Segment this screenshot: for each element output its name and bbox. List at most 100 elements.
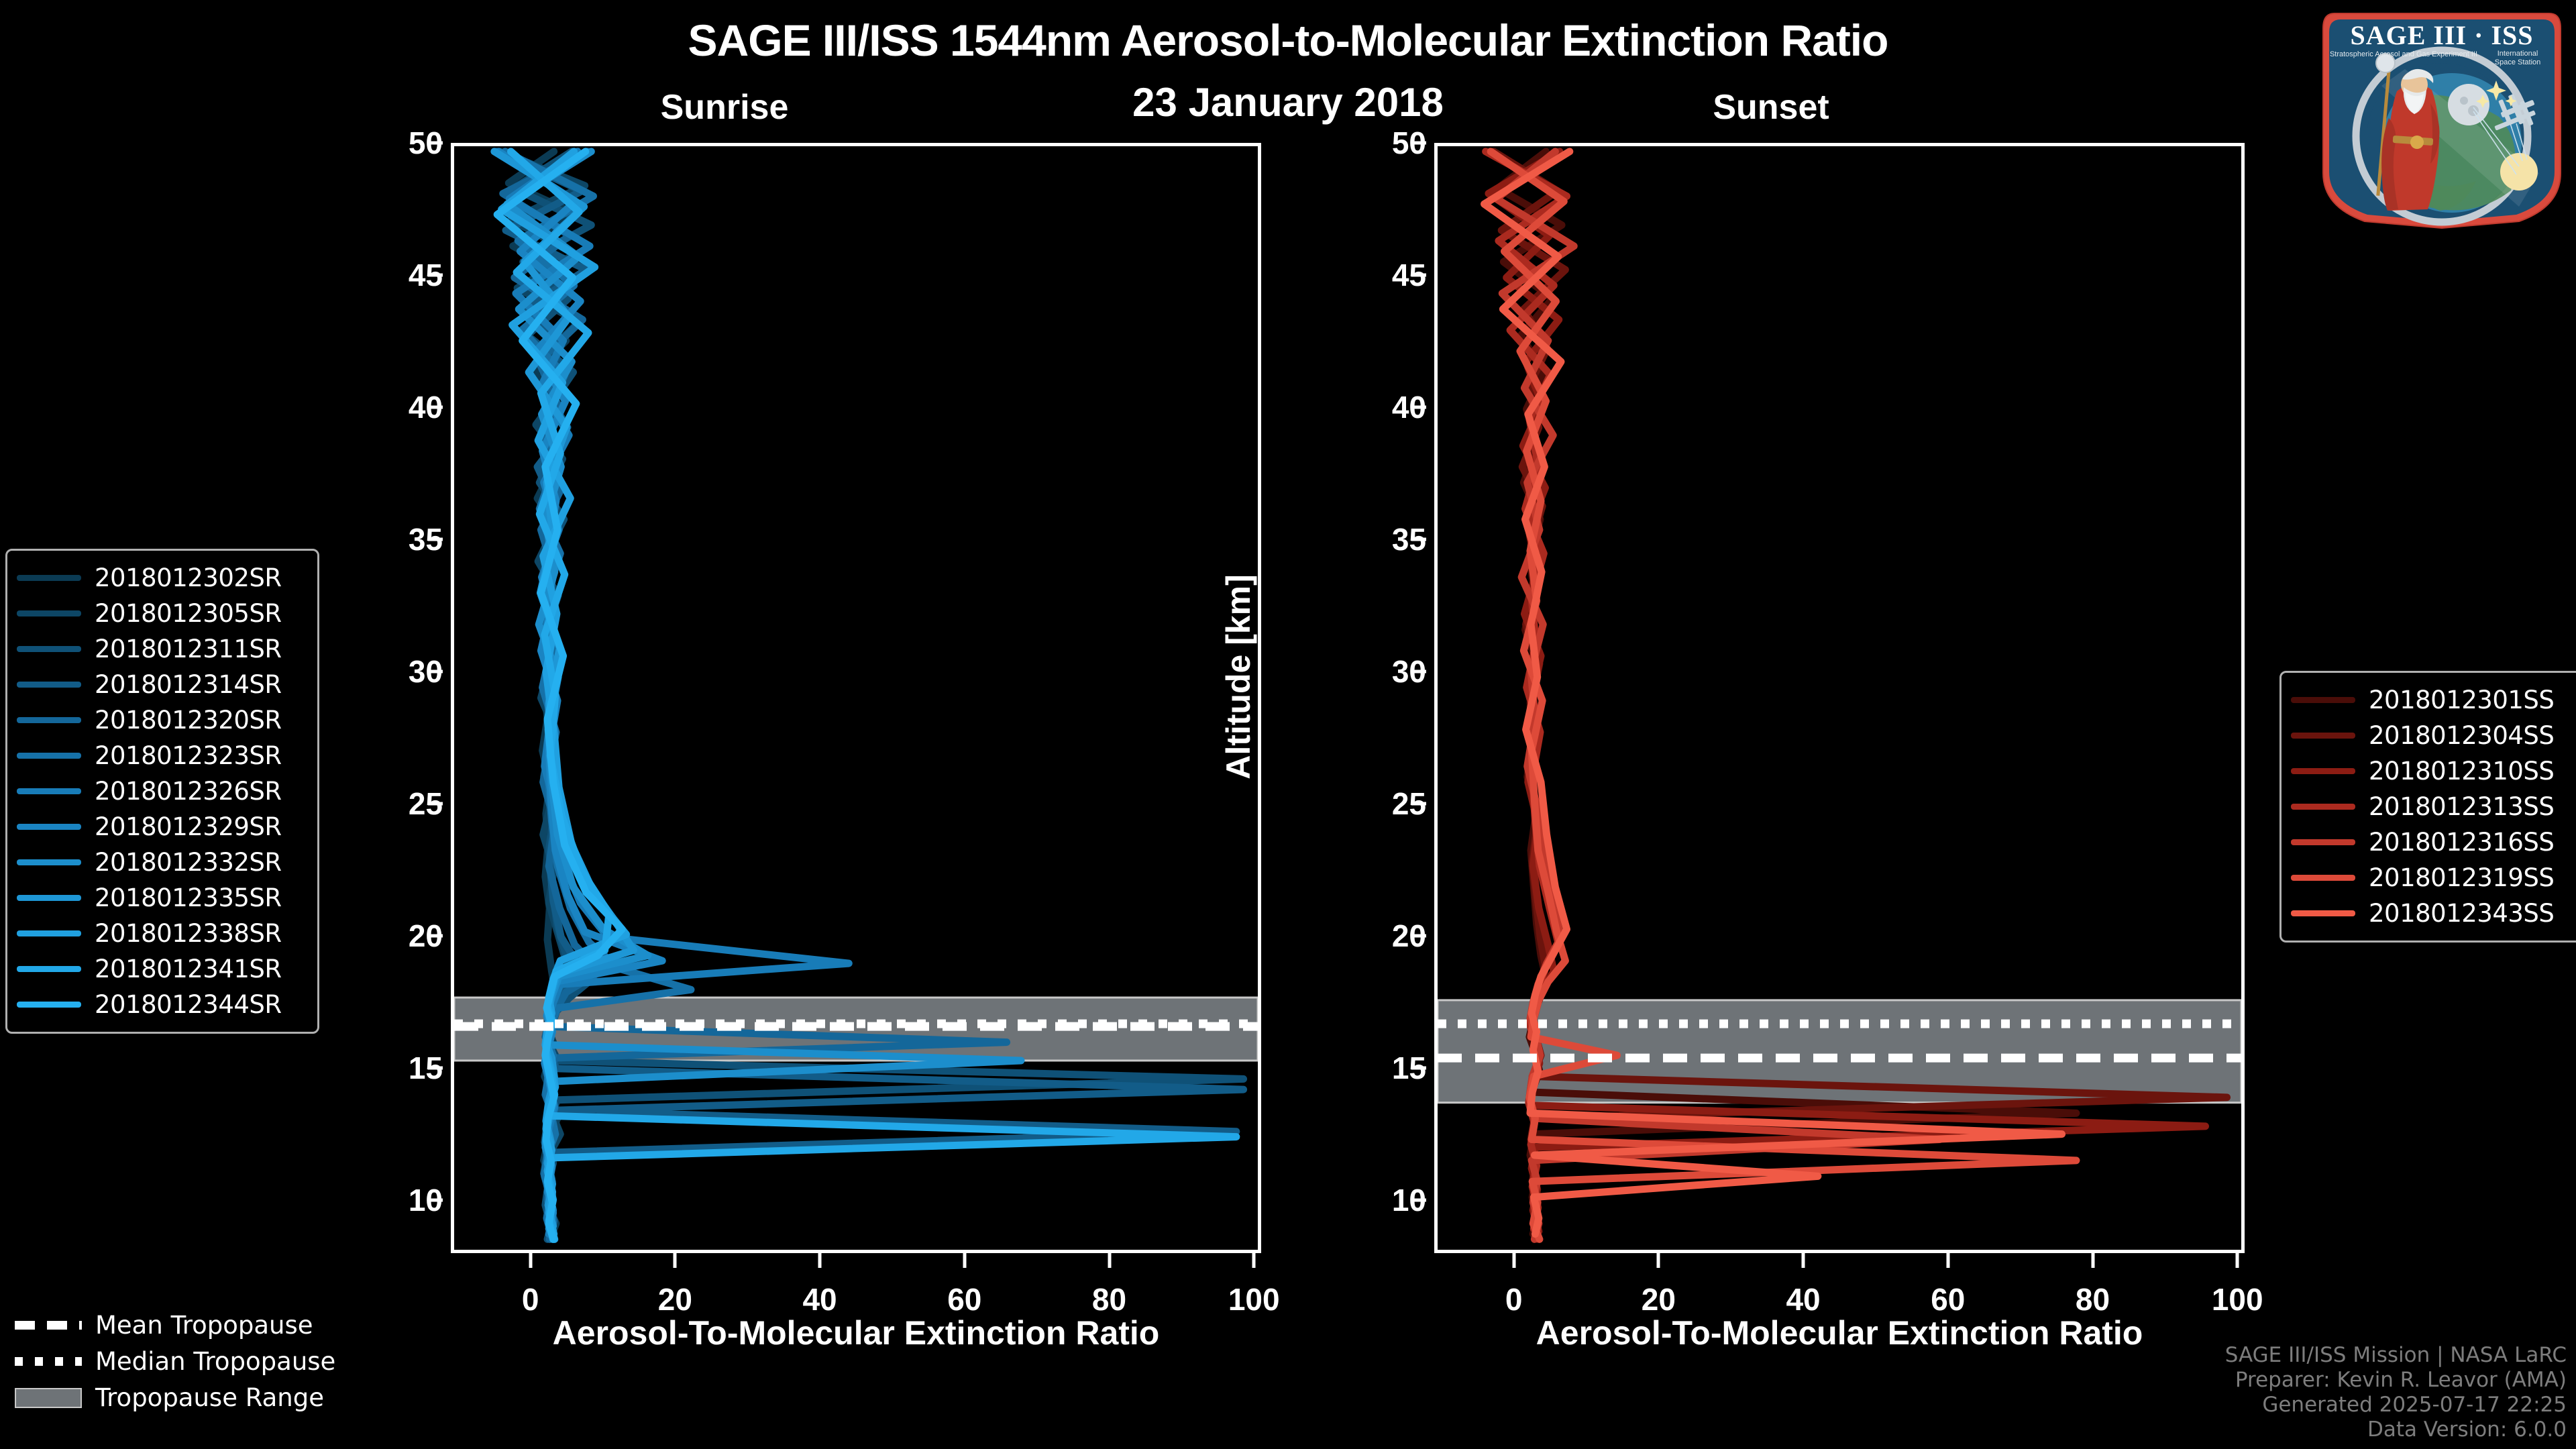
tropopause-legend: Mean Tropopause Median Tropopause Tropop… xyxy=(15,1307,335,1415)
legend-color-swatch xyxy=(17,753,81,759)
legend-item-2018012329SR[interactable]: 2018012329SR xyxy=(17,809,305,845)
sunset-plot-canvas xyxy=(1438,146,2241,1250)
legend-item-label: 2018012335SR xyxy=(95,883,282,912)
legend-color-swatch xyxy=(2291,768,2355,774)
legend-item-label: 2018012314SR xyxy=(95,670,282,699)
legend-item-2018012335SR[interactable]: 2018012335SR xyxy=(17,880,305,916)
legend-item-label: 2018012320SR xyxy=(95,706,282,735)
legend-color-swatch xyxy=(17,682,81,688)
legend-item-2018012326SR[interactable]: 2018012326SR xyxy=(17,773,305,809)
legend-item-2018012313SS[interactable]: 2018012313SS xyxy=(2291,789,2576,824)
legend-item-2018012341SR[interactable]: 2018012341SR xyxy=(17,951,305,987)
date-subtitle: 23 January 2018 xyxy=(1132,80,1444,125)
sunrise-ytick-mark-30 xyxy=(428,669,443,674)
legend-color-swatch xyxy=(2291,804,2355,810)
sunset-event-legend[interactable]: 2018012301SS 2018012304SS 2018012310SS 2018… xyxy=(2279,671,2576,943)
sunset-xtick-label-60: 60 xyxy=(1931,1282,1966,1317)
sunset-xtick-label-40: 40 xyxy=(1786,1282,1821,1317)
legend-item-2018012316SS[interactable]: 2018012316SS xyxy=(2291,824,2576,860)
legend-item-label: 2018012332SR xyxy=(95,848,282,877)
legend-item-2018012302SR[interactable]: 2018012302SR xyxy=(17,560,305,596)
legend-item-label: 2018012310SS xyxy=(2369,757,2555,786)
sunrise-ytick-mark-10 xyxy=(428,1198,443,1202)
sunrise-xtick-mark-40 xyxy=(818,1253,822,1268)
legend-item-label: 2018012338SR xyxy=(95,919,282,948)
sunset-xtick-mark-60 xyxy=(1946,1253,1950,1268)
legend-item-label: 2018012319SS xyxy=(2369,863,2555,892)
legend-item-label: 2018012329SR xyxy=(95,812,282,841)
legend-item-label: 2018012341SR xyxy=(95,955,282,983)
credits-line-preparer: Preparer: Kevin R. Leavor (AMA) xyxy=(2235,1368,2567,1392)
sunrise-xtick-label-0: 0 xyxy=(521,1282,539,1317)
legend-color-swatch xyxy=(17,717,81,723)
svg-text:SAGE III · ISS: SAGE III · ISS xyxy=(2350,20,2533,50)
legend-item-2018012305SR[interactable]: 2018012305SR xyxy=(17,596,305,631)
legend-item-2018012344SR[interactable]: 2018012344SR xyxy=(17,987,305,1022)
legend-color-swatch xyxy=(17,895,81,901)
sunset-xtick-mark-40 xyxy=(1801,1253,1805,1268)
sunrise-ytick-mark-35 xyxy=(428,537,443,541)
sunset-xtick-label-20: 20 xyxy=(1641,1282,1676,1317)
page-title: SAGE III/ISS 1544nm Aerosol-to-Molecular… xyxy=(688,15,1889,65)
legend-item-2018012310SS[interactable]: 2018012310SS xyxy=(2291,753,2576,789)
sunrise-plot-canvas xyxy=(454,146,1258,1250)
sunset-xtick-mark-0 xyxy=(1512,1253,1516,1268)
sunrise-ytick-mark-15 xyxy=(428,1066,443,1070)
sunrise-x-axis-title: Aerosol-To-Molecular Extinction Ratio xyxy=(552,1314,1160,1352)
legend-color-swatch xyxy=(17,1002,81,1008)
legend-color-swatch xyxy=(17,788,81,794)
sunset-xtick-label-80: 80 xyxy=(2075,1282,2110,1317)
sunrise-xtick-mark-60 xyxy=(963,1253,967,1268)
legend-item-label: 2018012305SR xyxy=(95,599,282,628)
legend-mean-tropopause: Mean Tropopause xyxy=(15,1307,330,1343)
sunset-xtick-mark-20 xyxy=(1656,1253,1660,1268)
legend-median-tropopause-label: Median Tropopause xyxy=(95,1346,336,1376)
legend-item-2018012332SR[interactable]: 2018012332SR xyxy=(17,845,305,880)
sunset-panel-title: Sunset xyxy=(1713,88,1829,127)
legend-color-swatch xyxy=(2291,697,2355,703)
legend-item-2018012304SS[interactable]: 2018012304SS xyxy=(2291,718,2576,753)
sunrise-plot-panel xyxy=(451,143,1261,1253)
sunrise-xtick-label-20: 20 xyxy=(657,1282,692,1317)
sunrise-xtick-label-60: 60 xyxy=(947,1282,982,1317)
sunset-ytick-mark-50 xyxy=(1411,141,1426,145)
sunrise-xtick-mark-20 xyxy=(673,1253,677,1268)
sunrise-x-axis: 0 20 40 60 80 100 xyxy=(451,1253,1280,1334)
legend-item-label: 2018012323SR xyxy=(95,741,282,770)
svg-text:Stratospheric Aerosol and Gas: Stratospheric Aerosol and Gas Experiment… xyxy=(2330,50,2477,58)
sunset-ytick-mark-40 xyxy=(1411,405,1426,409)
sunset-x-axis-title: Aerosol-To-Molecular Extinction Ratio xyxy=(1536,1314,2143,1352)
legend-item-label: 2018012316SS xyxy=(2369,828,2555,857)
sunrise-event-legend[interactable]: 2018012302SR 2018012305SR 2018012311SR 2018… xyxy=(5,549,319,1034)
legend-item-2018012320SR[interactable]: 2018012320SR xyxy=(17,702,305,738)
legend-item-2018012343SS[interactable]: 2018012343SS xyxy=(2291,896,2576,931)
series-2018012344SR xyxy=(493,148,626,1243)
legend-item-2018012314SR[interactable]: 2018012314SR xyxy=(17,667,305,702)
sunrise-panel-title: Sunrise xyxy=(660,88,789,127)
legend-color-swatch xyxy=(2291,839,2355,845)
sunset-xtick-label-0: 0 xyxy=(1505,1282,1523,1317)
sunset-ytick-mark-10 xyxy=(1411,1198,1426,1202)
sunset-xtick-mark-100 xyxy=(2235,1253,2239,1268)
credits-line-generated: Generated 2025-07-17 22:25 xyxy=(2262,1393,2567,1417)
sunset-ytick-mark-20 xyxy=(1411,934,1426,938)
dotted-line-icon xyxy=(15,1354,82,1368)
sunrise-xtick-label-40: 40 xyxy=(802,1282,837,1317)
sunrise-ytick-mark-50 xyxy=(428,141,443,145)
legend-mean-tropopause-label: Mean Tropopause xyxy=(95,1310,313,1340)
legend-color-swatch xyxy=(17,610,81,616)
legend-color-swatch xyxy=(17,966,81,972)
legend-item-2018012323SR[interactable]: 2018012323SR xyxy=(17,738,305,773)
credits-block: SAGE III/ISS Mission | NASA LaRC Prepare… xyxy=(2225,1343,2567,1442)
legend-color-swatch xyxy=(17,859,81,865)
sunset-plot-panel xyxy=(1434,143,2245,1253)
sunset-y-axis-title: Altitude [km] xyxy=(1220,574,1257,780)
legend-item-2018012311SR[interactable]: 2018012311SR xyxy=(17,631,305,667)
legend-item-2018012319SS[interactable]: 2018012319SS xyxy=(2291,860,2576,896)
legend-item-2018012301SS[interactable]: 2018012301SS xyxy=(2291,682,2576,718)
sunset-ytick-mark-15 xyxy=(1411,1066,1426,1070)
sunset-ytick-mark-35 xyxy=(1411,537,1426,541)
legend-item-2018012338SR[interactable]: 2018012338SR xyxy=(17,916,305,951)
legend-item-label: 2018012304SS xyxy=(2369,721,2555,750)
legend-color-swatch xyxy=(2291,910,2355,916)
